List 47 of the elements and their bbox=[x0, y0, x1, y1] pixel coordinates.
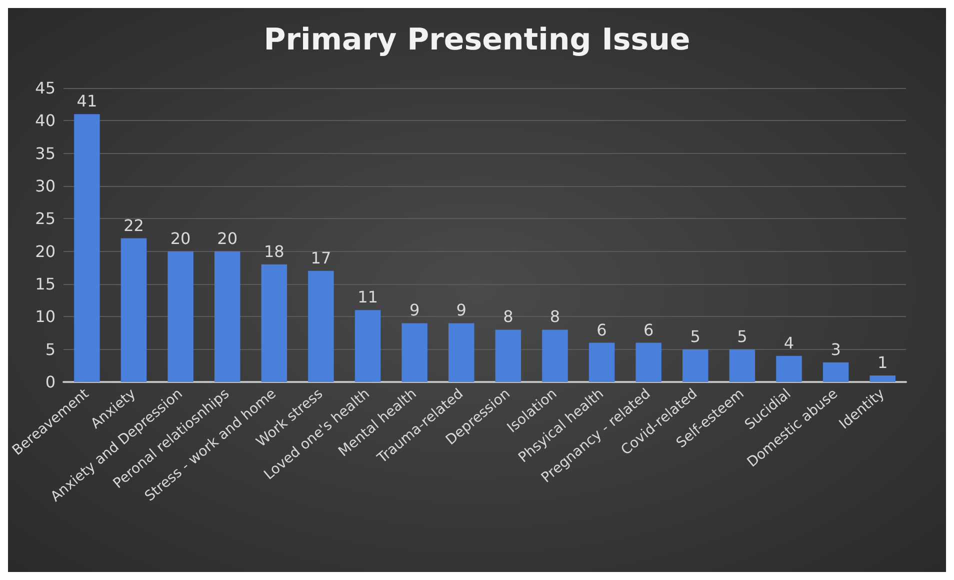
y-tick-label: 15 bbox=[35, 274, 56, 294]
bar bbox=[729, 349, 756, 382]
y-tick-label: 40 bbox=[35, 111, 56, 130]
data-label: 20 bbox=[217, 228, 238, 248]
data-label: 9 bbox=[456, 300, 466, 320]
bar bbox=[448, 323, 474, 382]
bar bbox=[74, 114, 100, 382]
data-label: 5 bbox=[690, 326, 700, 346]
data-label: 22 bbox=[124, 216, 144, 235]
data-label: 20 bbox=[170, 228, 191, 248]
bar bbox=[870, 375, 896, 382]
y-tick-label: 5 bbox=[45, 340, 56, 359]
data-label: 3 bbox=[830, 340, 841, 359]
data-label: 6 bbox=[643, 320, 654, 340]
y-tick-label: 20 bbox=[35, 242, 56, 261]
bar bbox=[542, 330, 568, 382]
data-label: 9 bbox=[409, 300, 420, 320]
y-tick-label: 30 bbox=[35, 176, 56, 196]
data-label: 18 bbox=[264, 242, 284, 261]
data-label: 41 bbox=[76, 92, 98, 111]
data-label: 6 bbox=[596, 320, 607, 340]
bar bbox=[402, 323, 428, 382]
bar bbox=[822, 362, 849, 382]
data-label: 8 bbox=[503, 307, 514, 326]
data-label: 8 bbox=[550, 307, 560, 326]
bar bbox=[354, 310, 381, 382]
bar bbox=[261, 264, 288, 382]
y-tick-label: 25 bbox=[35, 209, 56, 228]
bar bbox=[776, 356, 802, 382]
bar bbox=[636, 342, 662, 382]
data-label: 17 bbox=[310, 248, 332, 268]
bar bbox=[495, 330, 522, 382]
y-tick-label: 10 bbox=[35, 307, 56, 326]
y-tick-label: 35 bbox=[35, 144, 56, 163]
bar bbox=[682, 349, 708, 382]
bar bbox=[120, 238, 147, 382]
chart-title: Primary Presenting Issue bbox=[264, 22, 690, 58]
bar bbox=[214, 251, 240, 382]
data-label: 11 bbox=[358, 288, 378, 307]
bar bbox=[168, 251, 194, 382]
data-label: 5 bbox=[737, 326, 748, 346]
bar bbox=[308, 270, 334, 382]
data-label: 4 bbox=[784, 333, 794, 352]
bar bbox=[588, 342, 615, 382]
y-tick-label: 0 bbox=[45, 372, 56, 392]
y-tick-label: 45 bbox=[35, 78, 56, 98]
data-label: 1 bbox=[878, 352, 888, 372]
